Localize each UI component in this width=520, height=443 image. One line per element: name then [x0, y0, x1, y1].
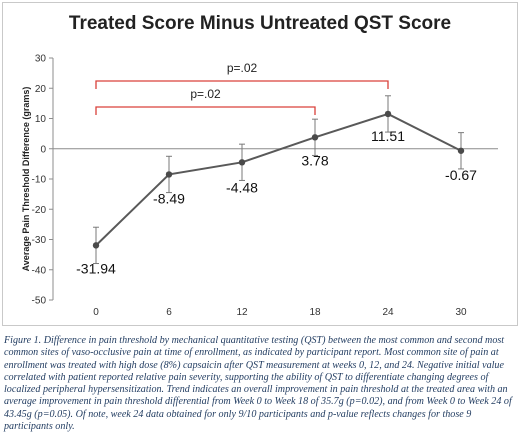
y-axis-label: Average Pain Threshold Difference (grams…	[21, 87, 31, 272]
significance-bracket	[95, 106, 316, 115]
figure-caption: Figure 1. Difference in pain threshold b…	[4, 335, 512, 433]
data-label: -8.49	[153, 190, 185, 206]
data-point	[311, 134, 319, 141]
data-label: 3.78	[301, 152, 328, 168]
data-point	[457, 147, 465, 154]
y-tick-label: -40	[32, 265, 47, 276]
data-point	[165, 171, 173, 178]
y-tick-label: 0	[40, 144, 46, 155]
significance-bracket	[95, 80, 389, 89]
y-tick-label: 20	[35, 84, 47, 95]
significance-label: p=.02	[227, 61, 258, 75]
data-point	[92, 242, 100, 249]
chart-frame: Treated Score Minus Untreated QST Score A…	[2, 2, 518, 326]
y-tick-label: -10	[32, 175, 47, 186]
data-label: -0.67	[445, 167, 477, 183]
data-label: 11.51	[371, 128, 405, 144]
data-point	[384, 110, 392, 118]
y-tick-label: -30	[32, 235, 47, 246]
chart-title: Treated Score Minus Untreated QST Score	[69, 13, 451, 34]
x-tick-label: 30	[455, 307, 467, 318]
series-line	[95, 112, 462, 247]
data-label: -4.48	[226, 179, 258, 195]
y-tick-label: 10	[35, 114, 47, 125]
y-tick-label: -20	[32, 205, 47, 216]
x-tick-label: 0	[93, 307, 99, 318]
significance-label: p=.02	[190, 87, 221, 101]
x-tick-label: 6	[166, 307, 172, 318]
y-tick-label: 30	[35, 54, 47, 65]
x-tick-label: 18	[309, 307, 321, 318]
x-tick-label: 12	[236, 307, 248, 318]
line-chart: Treated Score Minus Untreated QST Score A…	[21, 13, 498, 318]
x-tick-label: 24	[382, 307, 394, 318]
data-point	[238, 159, 246, 166]
data-label: -31.94	[76, 260, 116, 276]
y-tick-label: -50	[32, 296, 47, 307]
